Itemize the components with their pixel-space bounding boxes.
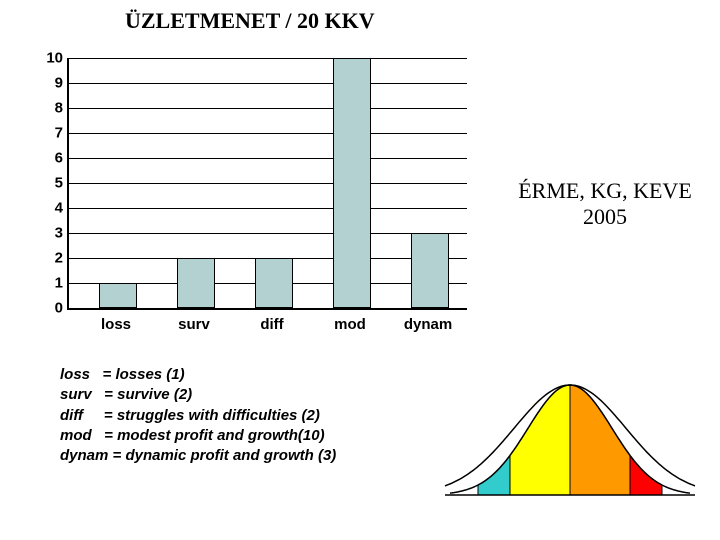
- side-line2: 2005: [583, 204, 627, 229]
- legend-line: dynam = dynamic profit and growth (3): [60, 446, 336, 466]
- grid-line: [69, 183, 467, 184]
- bar-surv: [177, 258, 215, 308]
- legend-line: mod = modest profit and growth(10): [60, 426, 336, 446]
- legend: loss = losses (1)surv = survive (2)diff …: [60, 365, 336, 466]
- side-line1: ÉRME, KG, KEVE: [518, 178, 692, 203]
- bar-dynam: [411, 233, 449, 308]
- y-tick-label: 5: [55, 175, 63, 192]
- x-label-loss: loss: [101, 316, 131, 333]
- chart-title: ÜZLETMENET / 20 KKV: [125, 8, 375, 34]
- y-tick-label: 10: [46, 50, 63, 67]
- bell-segment: [510, 385, 570, 495]
- y-tick-label: 6: [55, 150, 63, 167]
- y-tick-label: 1: [55, 275, 63, 292]
- grid-line: [69, 158, 467, 159]
- x-label-surv: surv: [178, 316, 210, 333]
- y-tick-label: 8: [55, 100, 63, 117]
- y-tick-label: 2: [55, 250, 63, 267]
- y-axis: 012345678910: [35, 58, 65, 308]
- bar-chart: 012345678910 losssurvdiffmoddynam: [35, 58, 465, 338]
- grid-line: [69, 58, 467, 59]
- x-label-mod: mod: [334, 316, 366, 333]
- plot-area: [67, 58, 467, 310]
- bar-mod: [333, 58, 371, 308]
- grid-line: [69, 108, 467, 109]
- grid-line: [69, 133, 467, 134]
- grid-line: [69, 208, 467, 209]
- legend-line: loss = losses (1): [60, 365, 336, 385]
- y-tick-label: 0: [55, 300, 63, 317]
- y-tick-label: 9: [55, 75, 63, 92]
- grid-line: [69, 83, 467, 84]
- bar-loss: [99, 283, 137, 308]
- y-tick-label: 3: [55, 225, 63, 242]
- legend-line: diff = struggles with difficulties (2): [60, 406, 336, 426]
- y-tick-label: 4: [55, 200, 63, 217]
- x-label-diff: diff: [260, 316, 283, 333]
- x-label-dynam: dynam: [404, 316, 452, 333]
- bar-diff: [255, 258, 293, 308]
- bell-segment: [570, 385, 630, 495]
- y-tick-label: 7: [55, 125, 63, 142]
- grid-line: [69, 233, 467, 234]
- legend-line: surv = survive (2): [60, 385, 336, 405]
- side-caption: ÉRME, KG, KEVE 2005: [495, 178, 715, 230]
- bell-curve-diagram: [440, 370, 700, 520]
